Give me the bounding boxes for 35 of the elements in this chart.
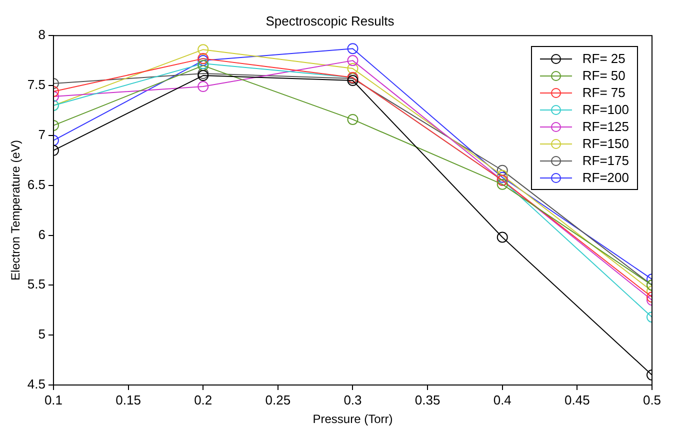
legend-label: RF= 50: [582, 68, 626, 83]
point: [496, 232, 508, 243]
point: [496, 178, 508, 190]
point: [496, 164, 508, 176]
legend-label: RF= 25: [582, 51, 626, 66]
legend-label: RF=100: [582, 102, 629, 117]
point: [347, 114, 358, 125]
legend-label: RF= 75: [582, 85, 626, 100]
legend-label: RF=200: [582, 170, 629, 185]
point: [347, 43, 358, 54]
x-tick-label: 0.5: [642, 392, 662, 408]
y-tick-label: 8: [38, 27, 46, 42]
y-tick-label: 6.5: [27, 176, 46, 192]
x-tick-label: 0.2: [194, 392, 212, 408]
x-tick-label: 0.1: [44, 392, 63, 408]
x-tick-label: 0.3: [344, 392, 362, 408]
x-axis-title: Pressure (Torr): [312, 412, 393, 426]
legend-label: RF=125: [582, 119, 629, 134]
x-tick-label: 0.35: [414, 392, 440, 408]
y-axis-title: Electron Temperature (eV): [8, 140, 23, 281]
point: [198, 44, 209, 56]
point: [347, 63, 358, 74]
y-tick-label: 5: [38, 326, 46, 342]
chart-title: Spectroscopic Results: [266, 13, 395, 28]
y-tick-label: 7.5: [27, 77, 46, 92]
y-tick-label: 4.5: [27, 376, 46, 392]
y-tick-label: 7: [38, 127, 46, 142]
x-tick-label: 0.45: [564, 392, 590, 408]
legend-label: RF=150: [582, 136, 629, 151]
x-tick-label: 0.25: [265, 392, 291, 408]
y-tick-label: 5.5: [27, 276, 46, 292]
legend-label: RF=175: [582, 153, 629, 168]
x-tick-label: 0.15: [116, 392, 141, 408]
x-tick-label: 0.4: [493, 392, 512, 408]
y-tick-label: 6: [38, 226, 46, 242]
